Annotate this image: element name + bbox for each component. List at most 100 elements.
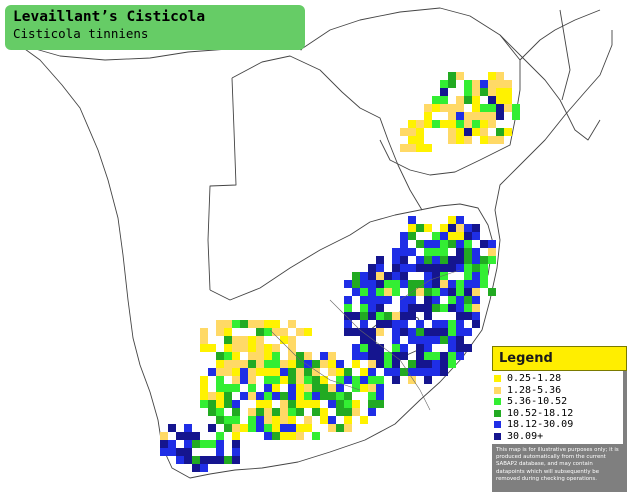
grid-cell xyxy=(248,376,256,384)
species-title-box: Levaillant’s Cisticola Cisticola tinnien… xyxy=(5,5,305,50)
grid-cell xyxy=(360,272,368,280)
grid-cell xyxy=(472,288,480,296)
grid-cell xyxy=(304,360,312,368)
grid-cell xyxy=(336,400,344,408)
grid-cell xyxy=(288,400,296,408)
grid-cell xyxy=(472,264,480,272)
grid-cell xyxy=(464,136,472,144)
grid-cell xyxy=(384,360,392,368)
south-africa-north xyxy=(209,203,496,301)
grid-cell xyxy=(448,296,456,304)
map-legend: Legend 0.25-1.28 1.28-5.36 5.36-10.52 10… xyxy=(492,346,627,492)
grid-cell xyxy=(192,432,200,440)
grid-cell xyxy=(376,392,384,400)
grid-cell xyxy=(432,248,440,256)
legend-disclaimer: This map is for illustrative purposes on… xyxy=(496,447,619,482)
grid-cell xyxy=(448,240,456,248)
grid-cell xyxy=(312,368,320,376)
grid-cell xyxy=(296,432,304,440)
grid-cell xyxy=(496,104,504,112)
grid-cell xyxy=(424,104,432,112)
grid-cell xyxy=(448,72,456,80)
grid-cell xyxy=(200,384,208,392)
legend-item: 5.36-10.52 xyxy=(494,396,623,408)
grid-cell xyxy=(432,352,440,360)
grid-cell xyxy=(168,448,176,456)
grid-cell xyxy=(360,304,368,312)
grid-cell xyxy=(440,240,448,248)
grid-cell xyxy=(248,416,256,424)
grid-cell xyxy=(280,360,288,368)
grid-cell xyxy=(456,256,464,264)
grid-cell xyxy=(408,296,416,304)
grid-cell xyxy=(232,344,240,352)
grid-cell xyxy=(376,312,384,320)
grid-cell xyxy=(344,368,352,376)
grid-cell xyxy=(432,296,440,304)
grid-cell xyxy=(456,320,464,328)
grid-cell xyxy=(376,352,384,360)
legend-swatch xyxy=(494,409,501,417)
grid-cell xyxy=(224,400,232,408)
grid-cell xyxy=(416,136,424,144)
grid-cell xyxy=(328,384,336,392)
grid-cell xyxy=(216,456,224,464)
grid-cell xyxy=(288,408,296,416)
grid-cell xyxy=(288,384,296,392)
grid-cell xyxy=(448,328,456,336)
grid-cell xyxy=(464,96,472,104)
legend-item: 10.52-18.12 xyxy=(494,408,623,420)
grid-cell xyxy=(480,264,488,272)
grid-cell xyxy=(400,128,408,136)
grid-cell xyxy=(240,424,248,432)
grid-cell xyxy=(208,408,216,416)
grid-cell xyxy=(456,232,464,240)
grid-cell xyxy=(200,464,208,472)
grid-cell xyxy=(352,344,360,352)
grid-cell xyxy=(264,408,272,416)
grid-cell xyxy=(456,344,464,352)
grid-cell xyxy=(408,248,416,256)
grid-cell xyxy=(200,344,208,352)
grid-cell xyxy=(368,312,376,320)
grid-cell xyxy=(216,368,224,376)
occurrence-grid xyxy=(160,72,520,472)
grid-cell xyxy=(232,352,240,360)
grid-cell xyxy=(280,408,288,416)
grid-cell xyxy=(400,304,408,312)
grid-cell xyxy=(440,88,448,96)
grid-cell xyxy=(296,360,304,368)
grid-cell xyxy=(256,360,264,368)
legend-swatch xyxy=(494,421,501,429)
grid-cell xyxy=(376,384,384,392)
grid-cell xyxy=(288,424,296,432)
grid-cell xyxy=(248,392,256,400)
grid-cell xyxy=(312,400,320,408)
grid-cell xyxy=(240,376,248,384)
grid-cell xyxy=(488,240,496,248)
grid-cell xyxy=(368,384,376,392)
grid-cell xyxy=(496,80,504,88)
grid-cell xyxy=(288,320,296,328)
grid-cell xyxy=(480,80,488,88)
grid-cell xyxy=(456,248,464,256)
grid-cell xyxy=(312,384,320,392)
grid-cell xyxy=(240,368,248,376)
grid-cell xyxy=(472,104,480,112)
grid-cell xyxy=(416,256,424,264)
grid-cell xyxy=(264,432,272,440)
grid-cell xyxy=(184,448,192,456)
grid-cell xyxy=(400,232,408,240)
grid-cell xyxy=(400,264,408,272)
grid-cell xyxy=(280,416,288,424)
grid-cell xyxy=(432,272,440,280)
grid-cell xyxy=(264,352,272,360)
grid-cell xyxy=(416,128,424,136)
grid-cell xyxy=(472,312,480,320)
grid-cell xyxy=(464,280,472,288)
grid-cell xyxy=(376,256,384,264)
grid-cell xyxy=(232,416,240,424)
grid-cell xyxy=(368,264,376,272)
grid-cell xyxy=(192,456,200,464)
grid-cell xyxy=(488,88,496,96)
